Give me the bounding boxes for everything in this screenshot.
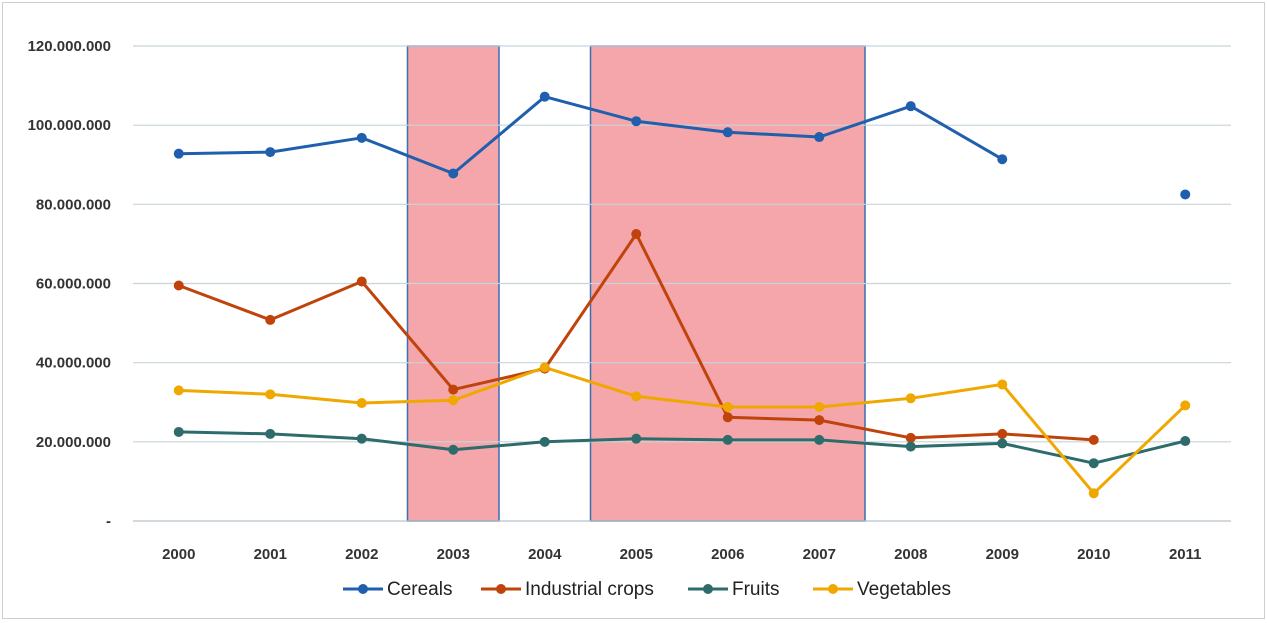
data-point-fruits-2000 <box>173 426 184 437</box>
x-tick-label-2004: 2004 <box>528 546 562 563</box>
legend-label-industrial-crops: Industrial crops <box>525 579 654 600</box>
data-point-cereals-2003 <box>448 168 459 179</box>
data-point-fruits-2003 <box>448 444 459 455</box>
y-axis-ticks: - 20.000.000 40.000.000 60.000.000 80.000.00… <box>28 38 111 530</box>
legend: Cereals Industrial crops Fruits Vegetables <box>343 579 951 600</box>
x-tick-label-2006: 2006 <box>711 546 744 563</box>
data-point-cereals-2009 <box>997 154 1008 165</box>
data-point-fruits-2007 <box>814 434 825 445</box>
data-point-fruits-2009 <box>997 438 1008 449</box>
data-point-cereals-2002 <box>356 132 367 143</box>
series-points <box>173 91 1191 499</box>
y-tick-label: 120.000.000 <box>28 38 111 55</box>
data-point-cereals-2011 <box>1180 189 1191 200</box>
legend-marker-industrial-crops <box>496 584 506 594</box>
data-point-fruits-2006 <box>722 434 733 445</box>
data-point-industrial-crops-2009 <box>997 428 1008 439</box>
data-point-vegetables-2009 <box>997 379 1008 390</box>
data-point-vegetables-2000 <box>173 385 184 396</box>
data-point-cereals-2006 <box>722 127 733 138</box>
legend-label-fruits: Fruits <box>732 579 780 600</box>
data-point-industrial-crops-2005 <box>631 229 642 240</box>
x-tick-label-2008: 2008 <box>894 546 927 563</box>
gridlines <box>133 45 1231 522</box>
data-point-cereals-2000 <box>173 148 184 159</box>
data-point-cereals-2005 <box>631 116 642 127</box>
y-tick-label: 80.000.000 <box>36 196 111 213</box>
data-point-vegetables-2008 <box>905 393 916 404</box>
y-tick-label: 100.000.000 <box>28 117 111 134</box>
legend-marker-vegetables <box>828 584 838 594</box>
data-point-cereals-2008 <box>905 101 916 112</box>
data-point-fruits-2008 <box>905 441 916 452</box>
data-point-industrial-crops-2008 <box>905 432 916 443</box>
y-tick-label: - <box>106 513 111 530</box>
x-tick-label-2000: 2000 <box>162 546 195 563</box>
data-point-vegetables-2007 <box>814 402 825 412</box>
data-point-fruits-2010 <box>1088 458 1099 469</box>
x-tick-label-2005: 2005 <box>620 546 653 563</box>
data-point-cereals-2004 <box>539 91 550 102</box>
line-chart: - 20.000.000 40.000.000 60.000.000 80.000.00… <box>28 38 1231 600</box>
x-tick-label-2001: 2001 <box>254 546 287 563</box>
data-point-vegetables-2002 <box>356 398 367 409</box>
data-point-industrial-crops-2001 <box>265 314 276 325</box>
data-point-vegetables-2003 <box>448 395 459 406</box>
data-point-fruits-2002 <box>356 433 367 444</box>
data-point-vegetables-2004 <box>539 362 550 373</box>
x-tick-label-2007: 2007 <box>803 546 836 563</box>
data-point-industrial-crops-2007 <box>814 415 825 426</box>
x-tick-label-2009: 2009 <box>986 546 1019 563</box>
data-point-vegetables-2006 <box>722 402 733 412</box>
data-point-cereals-2001 <box>265 147 276 158</box>
legend-marker-cereals <box>358 584 368 594</box>
data-point-industrial-crops-2000 <box>173 280 184 291</box>
legend-label-vegetables: Vegetables <box>857 579 951 600</box>
x-tick-label-2002: 2002 <box>345 546 378 563</box>
y-tick-label: 40.000.000 <box>36 355 111 372</box>
legend-label-cereals: Cereals <box>387 579 452 600</box>
data-point-fruits-2005 <box>631 433 642 444</box>
data-point-fruits-2001 <box>265 428 276 439</box>
series-line-fruits <box>177 430 1187 465</box>
data-point-industrial-crops-2006 <box>722 412 733 423</box>
data-point-vegetables-2011 <box>1180 400 1191 411</box>
series-line-vegetables <box>177 365 1187 495</box>
data-point-fruits-2004 <box>539 436 550 447</box>
data-point-industrial-crops-2003 <box>448 384 459 395</box>
data-point-industrial-crops-2010 <box>1088 434 1099 445</box>
data-point-vegetables-2010 <box>1088 488 1099 499</box>
data-point-cereals-2007 <box>814 132 825 143</box>
x-tick-label-2010: 2010 <box>1077 546 1110 563</box>
x-tick-label-2003: 2003 <box>437 546 470 563</box>
data-point-fruits-2011 <box>1180 436 1191 447</box>
data-point-vegetables-2005 <box>631 391 642 402</box>
x-tick-label-2011: 2011 <box>1169 546 1202 563</box>
x-axis-ticks: 2000 2001 2002 2003 2004 2005 2006 2007 2008 2009… <box>162 546 1201 563</box>
y-tick-label: 20.000.000 <box>36 434 111 451</box>
data-point-vegetables-2001 <box>265 389 276 400</box>
legend-marker-fruits <box>703 584 713 594</box>
y-tick-label: 60.000.000 <box>36 276 111 293</box>
data-point-industrial-crops-2002 <box>356 276 367 287</box>
